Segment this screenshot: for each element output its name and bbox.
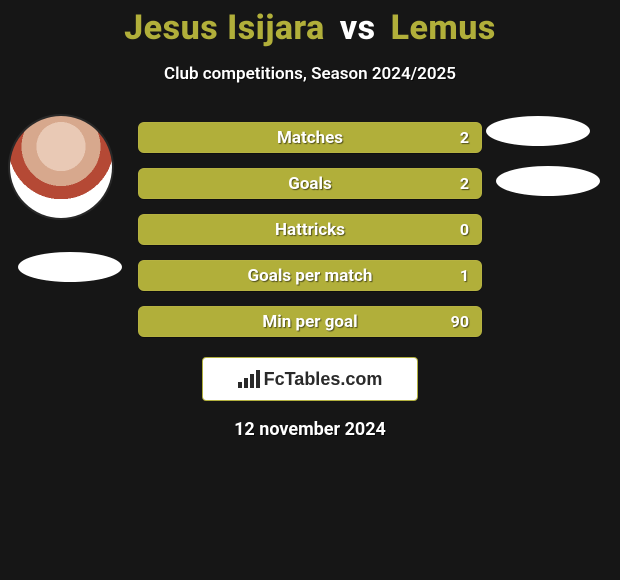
stat-label: Hattricks bbox=[139, 215, 481, 244]
stat-value: 2 bbox=[460, 169, 469, 198]
stat-label: Goals bbox=[139, 169, 481, 198]
stat-label: Matches bbox=[139, 123, 481, 152]
stat-bars: Matches 2 Goals 2 Hattricks 0 Goals per … bbox=[138, 122, 482, 337]
vs-label: vs bbox=[340, 8, 376, 48]
player2-name: Lemus bbox=[391, 8, 496, 48]
stat-bar-matches: Matches 2 bbox=[138, 122, 482, 153]
stat-value: 0 bbox=[460, 215, 469, 244]
player1-avatar bbox=[10, 116, 112, 218]
branding-badge[interactable]: FcTables.com bbox=[202, 357, 418, 401]
stat-bar-hattricks: Hattricks 0 bbox=[138, 214, 482, 245]
stat-label: Goals per match bbox=[139, 261, 481, 290]
comparison-title: Jesus Isijara vs Lemus bbox=[0, 0, 620, 48]
stat-bar-min-per-goal: Min per goal 90 bbox=[138, 306, 482, 337]
player2-name-oval bbox=[496, 166, 600, 196]
player1-name-oval bbox=[18, 252, 122, 282]
season-subtitle: Club competitions, Season 2024/2025 bbox=[0, 64, 620, 84]
stat-label: Min per goal bbox=[139, 307, 481, 336]
stat-value: 1 bbox=[460, 261, 469, 290]
stat-bar-goals: Goals 2 bbox=[138, 168, 482, 199]
stat-bar-goals-per-match: Goals per match 1 bbox=[138, 260, 482, 291]
player1-name: Jesus Isijara bbox=[124, 8, 325, 48]
snapshot-date: 12 november 2024 bbox=[0, 419, 620, 440]
branding-text: FcTables.com bbox=[264, 369, 383, 390]
bar-chart-icon bbox=[238, 370, 260, 388]
comparison-stage: Matches 2 Goals 2 Hattricks 0 Goals per … bbox=[0, 122, 620, 440]
stat-value: 2 bbox=[460, 123, 469, 152]
player2-avatar-oval bbox=[486, 116, 590, 146]
stat-value: 90 bbox=[451, 307, 469, 336]
